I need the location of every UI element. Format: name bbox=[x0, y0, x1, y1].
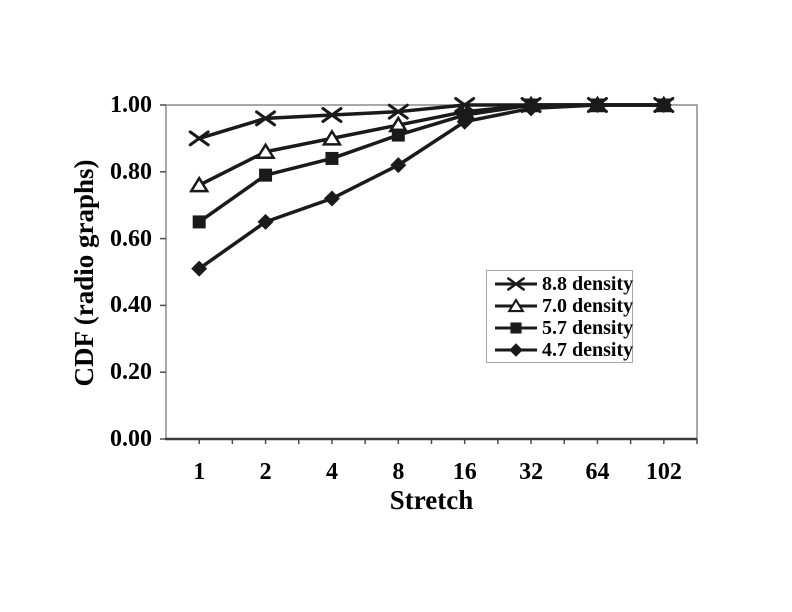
marker-diamond-icon bbox=[589, 97, 606, 113]
marker-x-icon bbox=[321, 107, 343, 124]
legend-marker-sample bbox=[495, 322, 537, 334]
marker-diamond-icon bbox=[523, 100, 540, 117]
x-tick-label: 64 bbox=[585, 459, 610, 485]
marker-triangle-icon bbox=[255, 142, 276, 159]
x-tick-label: 4 bbox=[325, 459, 338, 485]
x-tick-label: 1 bbox=[193, 459, 206, 485]
x-tick-label: 102 bbox=[645, 459, 682, 485]
x-tick-label: 32 bbox=[519, 459, 544, 485]
marker-square-icon bbox=[325, 151, 339, 165]
x-axis-title: Stretch bbox=[389, 485, 474, 515]
legend-item: 5.7 density bbox=[493, 317, 634, 339]
marker-x-icon bbox=[387, 103, 409, 120]
marker-square-icon bbox=[510, 322, 522, 334]
marker-diamond-icon bbox=[456, 113, 473, 130]
marker-x-icon bbox=[188, 130, 210, 147]
marker-square-icon bbox=[192, 215, 206, 229]
marker-triangle-icon bbox=[507, 298, 525, 313]
legend-marker-sample bbox=[495, 343, 537, 357]
series-line bbox=[198, 103, 664, 271]
legend-item: 4.7 density bbox=[493, 339, 634, 361]
legend-marker-sample bbox=[495, 277, 537, 291]
x-tick-label: 16 bbox=[452, 459, 477, 485]
marker-x-icon bbox=[507, 277, 525, 291]
marker-square-icon bbox=[391, 128, 405, 142]
x-tick-label: 2 bbox=[259, 459, 272, 485]
y-tick-label: 0.40 bbox=[110, 292, 152, 319]
y-tick-label: 0.20 bbox=[110, 359, 152, 386]
y-tick-label: 1.00 bbox=[110, 92, 152, 118]
legend-label: 4.7 density bbox=[542, 339, 634, 361]
legend-label: 8.8 density bbox=[542, 273, 634, 295]
marker-diamond-icon bbox=[390, 157, 407, 174]
legend-label: 5.7 density bbox=[542, 317, 634, 339]
y-tick-label: 0.60 bbox=[110, 225, 152, 252]
marker-diamond-icon bbox=[509, 343, 523, 357]
legend-item: 7.0 density bbox=[493, 295, 634, 317]
marker-x-icon bbox=[255, 110, 277, 127]
x-tick-label: 8 bbox=[392, 459, 405, 485]
marker-square-icon bbox=[259, 168, 273, 182]
marker-triangle-icon bbox=[321, 129, 343, 146]
y-tick-label: 0.80 bbox=[110, 158, 152, 185]
marker-diamond-icon bbox=[655, 97, 672, 113]
y-tick-label: 0.00 bbox=[110, 426, 152, 452]
marker-diamond-icon bbox=[191, 260, 208, 277]
legend-item: 8.8 density bbox=[493, 273, 634, 295]
marker-triangle-icon bbox=[188, 175, 210, 193]
legend-marker-sample bbox=[495, 298, 537, 313]
legend-label: 7.0 density bbox=[542, 295, 634, 317]
legend: 8.8 density 7.0 density 5.7 density 4.7 den… bbox=[486, 270, 633, 363]
marker-diamond-icon bbox=[323, 190, 340, 207]
marker-diamond-icon bbox=[257, 213, 274, 230]
